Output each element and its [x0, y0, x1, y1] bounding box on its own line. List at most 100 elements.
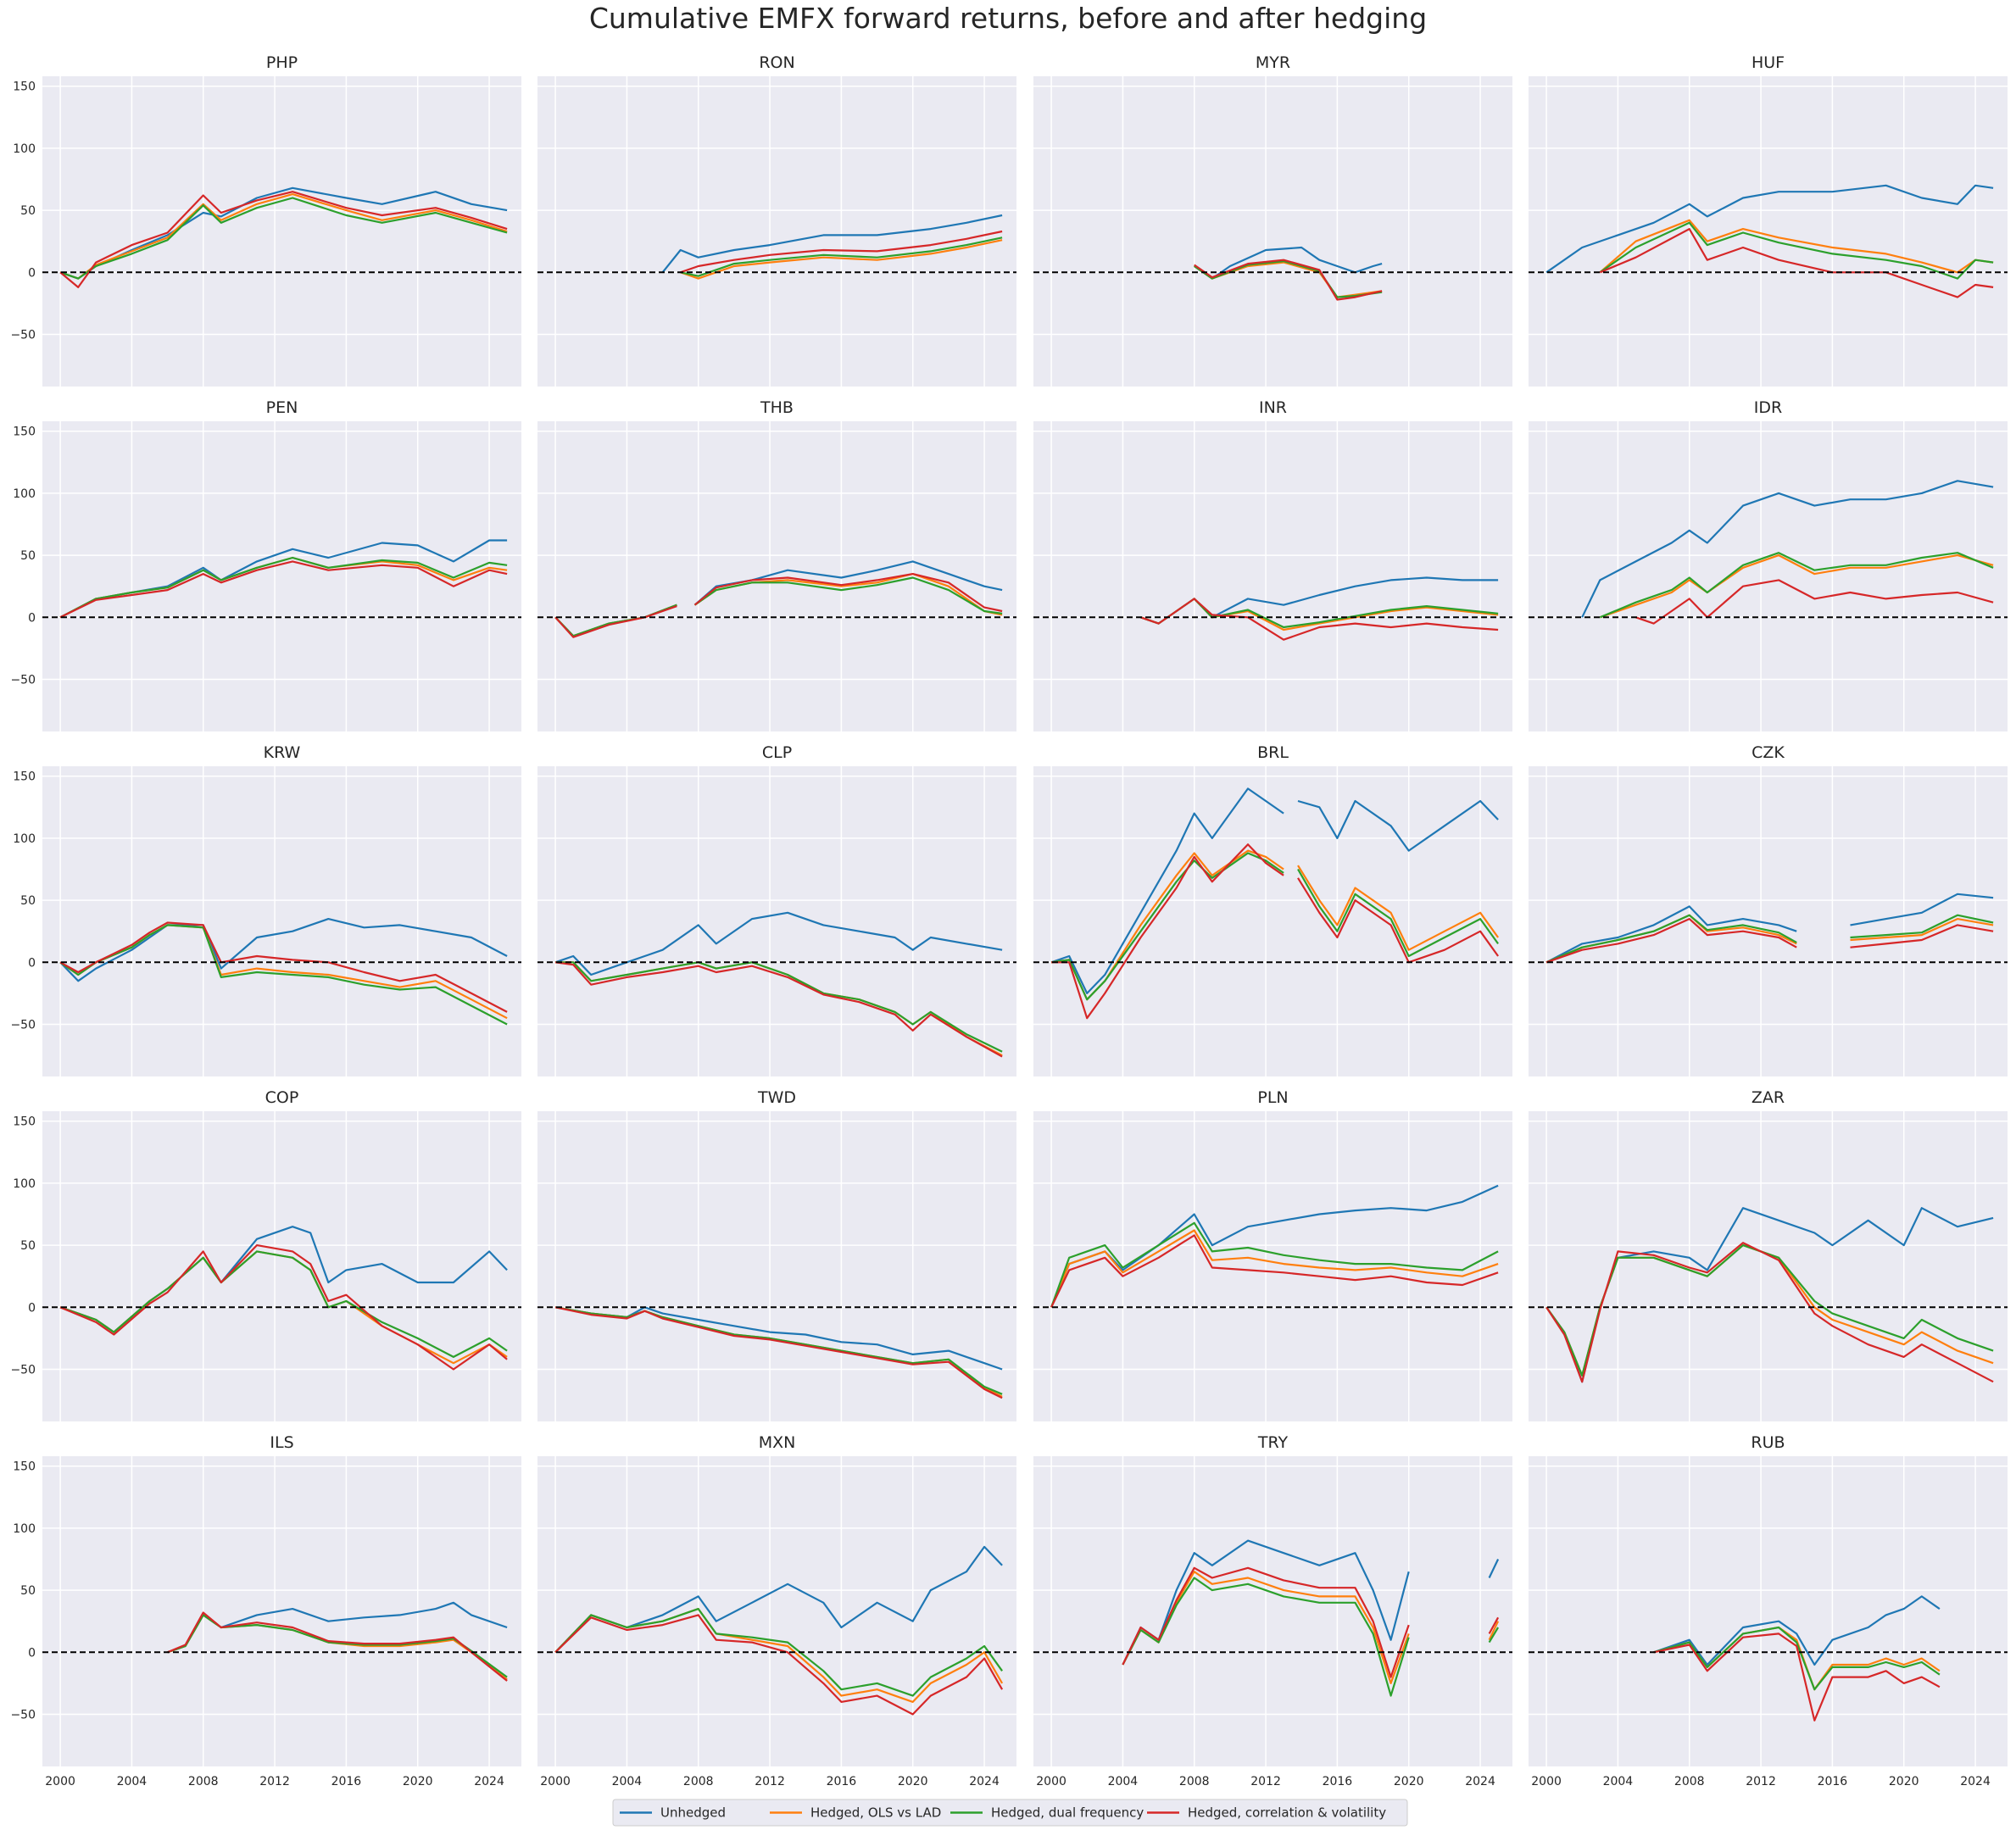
- series-line-hedged-dual-frequency: [1297, 868, 1499, 958]
- x-tick-label: 2024: [1960, 1775, 1991, 1788]
- series-line-hedged-correlation-volatility: [1599, 228, 1994, 298]
- panel-title: MYR: [1256, 53, 1290, 72]
- panel-title: CZK: [1751, 743, 1785, 762]
- legend: Unhedged Hedged, OLS vs LAD Hedged, dual f…: [612, 1799, 1408, 1827]
- y-tick-label: 100: [13, 1522, 36, 1536]
- x-tick-label: 2024: [1465, 1775, 1495, 1788]
- panel-mxn: 2000 2004 2008 2012 2016 2020 2024 MXN: [537, 1433, 1016, 1788]
- series-line-hedged-dual-frequency: [59, 1250, 508, 1358]
- y-tick-label: 0: [28, 611, 36, 625]
- panel-brl: BRL: [1033, 743, 1512, 1076]
- series-line-unhedged: [1050, 787, 1284, 994]
- y-tick-label: 100: [13, 1177, 36, 1191]
- x-tick-label: 2016: [331, 1775, 362, 1788]
- x-tick-label: 2000: [540, 1775, 571, 1788]
- panel-title: RUB: [1751, 1433, 1785, 1452]
- series-line-hedged-correlation-volatility: [59, 1244, 508, 1371]
- panel-background: [42, 766, 521, 1076]
- panel-background: [537, 1111, 1016, 1421]
- panel-czk: CZK: [1529, 743, 2008, 1076]
- series-line-unhedged: [1581, 480, 1994, 618]
- panel-title: KRW: [264, 743, 301, 762]
- x-tick-label: 2008: [1674, 1775, 1705, 1788]
- panel-rub: 2000 2004 2008 2012 2016 2020 2024 RUB: [1529, 1433, 2008, 1788]
- series-line-hedged-correlation-volatility: [554, 605, 677, 638]
- panel-title: HUF: [1751, 53, 1785, 72]
- y-tick-label: 50: [20, 1584, 36, 1598]
- series-line-hedged-correlation-volatility: [1545, 1242, 1994, 1383]
- series-line-hedged-correlation-volatility: [59, 191, 508, 288]
- x-tick-label: 2012: [755, 1775, 785, 1788]
- x-tick-label: 2000: [45, 1775, 75, 1788]
- y-tick-label: 0: [28, 956, 36, 970]
- y-tick-label: 50: [20, 549, 36, 563]
- series-line-hedged-dual-frequency: [1599, 552, 1994, 619]
- x-tick-label: 2008: [1179, 1775, 1210, 1788]
- panel-background: [1529, 1111, 2008, 1421]
- panel-krw: −50 0 50 100 150 KRW: [10, 743, 521, 1076]
- y-tick-label: 150: [13, 1460, 36, 1474]
- series-line-unhedged: [1653, 1595, 1941, 1666]
- series-line-unhedged: [661, 214, 1003, 273]
- x-tick-label: 2016: [1323, 1775, 1353, 1788]
- panel-background: [1033, 1456, 1512, 1766]
- y-tick-label: 150: [13, 1115, 36, 1129]
- series-line-hedged-dual-frequency: [1122, 1577, 1410, 1697]
- panel-php: −50 0 50 100 150 PHP: [10, 53, 521, 387]
- series-line-hedged-dual-frequency: [1653, 1626, 1941, 1691]
- series-line-unhedged: [1545, 905, 1797, 964]
- series-line-unhedged: [554, 911, 1003, 976]
- series-line-hedged-correlation-volatility: [167, 1611, 508, 1682]
- series-line-hedged-correlation-volatility: [554, 961, 1003, 1058]
- panel-background: [1033, 76, 1512, 387]
- figure-title: Cumulative EMFX forward returns, before …: [588, 2, 1428, 35]
- series-line-hedged-dual-frequency: [59, 924, 508, 1026]
- legend-label: Unhedged: [660, 1805, 726, 1821]
- panel-zar: ZAR: [1529, 1088, 2008, 1421]
- series-line-hedged-correlation-volatility: [693, 573, 1003, 613]
- series-line-unhedged: [1488, 1559, 1500, 1578]
- series-line-hedged-dual-frequency: [1850, 914, 1994, 939]
- series-line-unhedged: [554, 1545, 1003, 1654]
- panel-title: BRL: [1257, 743, 1289, 762]
- panel-background: [1529, 76, 2008, 387]
- series-line-hedged-correlation-volatility: [1050, 1234, 1499, 1308]
- panel-myr: MYR: [1033, 53, 1512, 387]
- y-tick-label: 0: [28, 266, 36, 280]
- series-line-hedged-correlation-volatility: [1140, 598, 1499, 641]
- x-tick-label: 2020: [1889, 1775, 1919, 1788]
- panel-huf: HUF: [1529, 53, 2008, 387]
- series-line-hedged-correlation-volatility: [59, 921, 508, 1013]
- series-line-unhedged: [1545, 184, 1994, 274]
- series-line-hedged-ols-vs-lad: [1850, 918, 1994, 942]
- series-line-hedged-ols-vs-lad: [1297, 865, 1499, 951]
- series-line-unhedged: [1850, 893, 1994, 926]
- series-line-hedged-correlation-volatility: [1297, 877, 1499, 964]
- series-line-hedged-dual-frequency: [1545, 914, 1797, 964]
- series-line-hedged-dual-frequency: [1488, 1627, 1500, 1644]
- x-tick-label: 2020: [403, 1775, 433, 1788]
- series-line-hedged-correlation-volatility: [1545, 918, 1797, 964]
- series-line-hedged-correlation-volatility: [1488, 1616, 1500, 1634]
- x-tick-label: 2016: [1818, 1775, 1848, 1788]
- panel-background: [537, 76, 1016, 387]
- series-line-hedged-dual-frequency: [167, 1614, 508, 1678]
- y-tick-label: −50: [10, 1364, 36, 1377]
- x-tick-label: 2008: [188, 1775, 219, 1788]
- series-line-hedged-ols-vs-lad: [59, 193, 508, 280]
- y-tick-label: 100: [13, 487, 36, 501]
- x-tick-label: 2004: [612, 1775, 643, 1788]
- series-line-hedged-correlation-volatility: [554, 1614, 1004, 1716]
- panel-background: [42, 1111, 521, 1421]
- panel-background: [1529, 766, 2008, 1076]
- panel-title: TWD: [757, 1088, 796, 1107]
- y-tick-label: −50: [10, 674, 36, 687]
- x-tick-label: 2004: [1108, 1775, 1139, 1788]
- panel-title: PLN: [1257, 1088, 1288, 1107]
- series-line-hedged-correlation-volatility: [554, 1306, 1003, 1399]
- x-tick-label: 2008: [683, 1775, 714, 1788]
- series-line-unhedged: [59, 918, 508, 982]
- y-tick-label: 100: [13, 832, 36, 846]
- panel-title: IDR: [1754, 398, 1782, 417]
- panel-title: ILS: [270, 1433, 293, 1452]
